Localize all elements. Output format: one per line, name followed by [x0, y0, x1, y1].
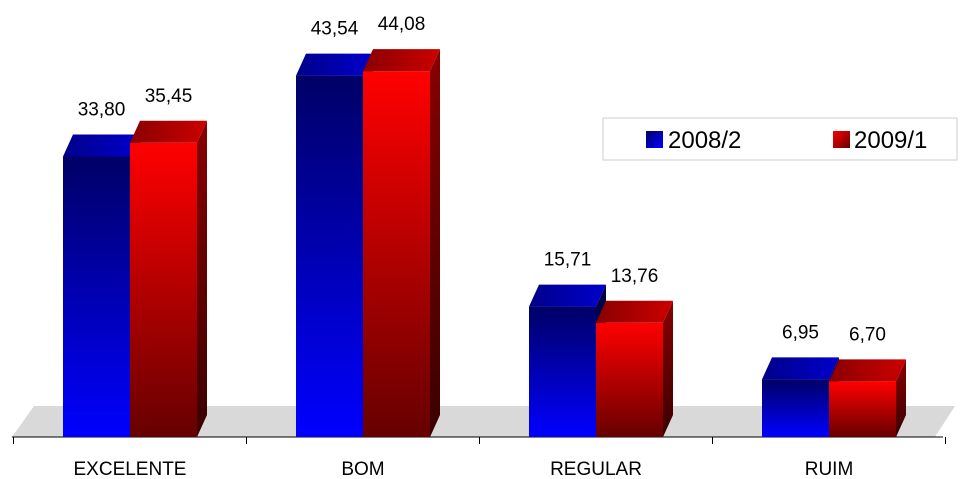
bar-ruim-2009-1	[829, 359, 906, 437]
category-label-bom: BOM	[341, 459, 384, 479]
bar-top-ruim-2009-1	[829, 359, 906, 382]
bars-group	[63, 49, 906, 438]
category-label-ruim: RUIM	[805, 459, 854, 479]
bar-bom-2008-2	[296, 53, 373, 438]
bar-front-excelente-2009-1	[130, 142, 197, 437]
bar-front-regular-2008-2	[529, 306, 596, 437]
bar-side-ruim-2009-1	[896, 359, 906, 437]
bar-side-bom-2009-1	[430, 49, 440, 438]
bar-side-regular-2009-1	[663, 300, 673, 437]
bar-front-excelente-2008-2	[63, 156, 130, 437]
bar-side-excelente-2009-1	[197, 120, 207, 437]
bar-front-ruim-2008-2	[762, 379, 829, 437]
bar-top-excelente-2009-1	[130, 120, 207, 143]
bar-excelente-2008-2	[63, 134, 140, 437]
bar-regular-2008-2	[529, 284, 606, 437]
value-labels-group: 33,80 35,45 43,54 44,08 15,71 13,76 6,95 6,70	[78, 14, 886, 345]
bar-top-bom-2009-1	[363, 49, 440, 72]
value-label-excelente-2009-1: 35,45	[145, 86, 193, 107]
bar-top-bom-2008-2	[296, 53, 373, 76]
value-label-excelente-2008-2: 33,80	[78, 99, 126, 120]
value-label-regular-2009-1: 13,76	[611, 266, 659, 287]
value-label-bom-2008-2: 43,54	[311, 19, 359, 40]
bar-top-regular-2008-2	[529, 284, 606, 307]
bar-front-ruim-2009-1	[829, 381, 896, 437]
bar-excelente-2009-1	[130, 120, 207, 437]
category-label-regular: REGULAR	[550, 459, 642, 479]
value-label-bom-2009-1: 44,08	[378, 14, 426, 35]
legend-label-2009-1: 2009/1	[854, 127, 927, 154]
chart-floor	[12, 406, 955, 437]
x-axis-ticks	[13, 437, 946, 444]
category-labels-group: EXCELENTE BOM REGULAR RUIM	[74, 459, 854, 479]
legend: 2008/2 2009/1	[602, 117, 958, 161]
legend-swatch-2009-1	[833, 131, 850, 148]
bar-top-ruim-2008-2	[762, 357, 839, 380]
value-label-ruim-2008-2: 6,95	[782, 322, 819, 343]
bar-ruim-2008-2	[762, 357, 839, 437]
legend-label-2008-2: 2008/2	[668, 127, 741, 154]
value-label-ruim-2009-1: 6,70	[849, 324, 886, 345]
legend-swatch-2008-2	[646, 131, 663, 148]
bar-front-regular-2009-1	[596, 322, 663, 437]
bar-bom-2009-1	[363, 49, 440, 438]
bar-front-bom-2008-2	[296, 75, 363, 438]
bar-top-excelente-2008-2	[63, 134, 140, 157]
value-label-regular-2008-2: 15,71	[544, 250, 592, 271]
bar-regular-2009-1	[596, 300, 673, 437]
bar-top-regular-2009-1	[596, 300, 673, 323]
category-label-excelente: EXCELENTE	[74, 459, 187, 479]
bar-front-bom-2009-1	[363, 71, 430, 438]
